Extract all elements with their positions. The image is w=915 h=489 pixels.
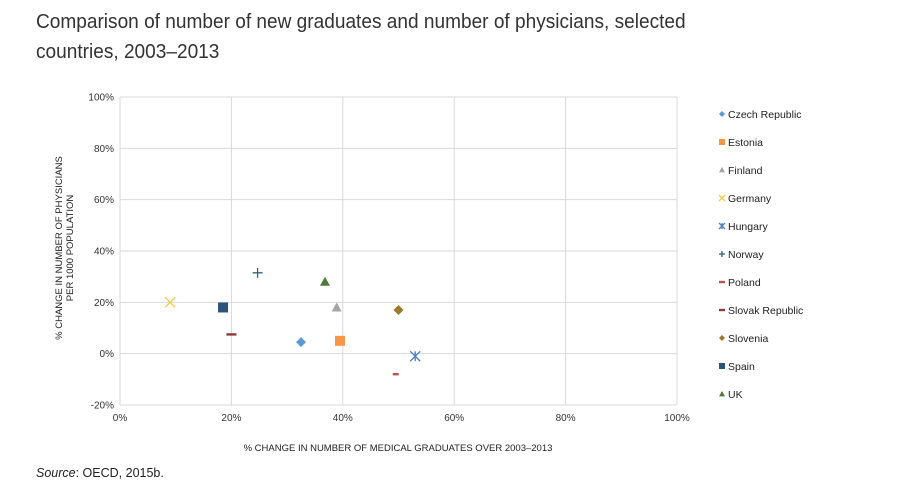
legend-label: Estonia bbox=[728, 137, 763, 149]
data-point-uk bbox=[319, 276, 330, 286]
y-axis-label: % CHANGE IN NUMBER OF PHYSICIANS PER 100… bbox=[54, 156, 76, 340]
legend-label: UK bbox=[728, 389, 743, 401]
y-tick-label: 0% bbox=[100, 349, 115, 360]
source-text: : OECD, 2015b. bbox=[75, 466, 164, 480]
source-note: Source: OECD, 2015b. bbox=[36, 466, 164, 480]
data-point-slovenia bbox=[393, 305, 404, 316]
data-point-hungary bbox=[409, 350, 421, 362]
svg-text:% CHANGE IN NUMBER OF PHYSICIA: % CHANGE IN NUMBER OF PHYSICIANS bbox=[54, 156, 65, 340]
legend-label: Slovenia bbox=[728, 333, 768, 345]
legend-label: Germany bbox=[728, 193, 772, 205]
data-point-slovak-republic bbox=[226, 333, 237, 336]
legend-marker bbox=[719, 251, 725, 257]
x-axis-label: % CHANGE IN NUMBER OF MEDICAL GRADUATES … bbox=[244, 443, 553, 454]
x-tick-labels: 0% 20% 40% 60% 80% 100% bbox=[113, 413, 690, 424]
y-tick-label: -20% bbox=[91, 401, 114, 412]
x-tick-label: 60% bbox=[444, 413, 464, 424]
page-title: Comparison of number of new graduates an… bbox=[36, 10, 686, 63]
svg-text:PER 1000 POPULATION: PER 1000 POPULATION bbox=[65, 195, 76, 302]
y-tick-label: 100% bbox=[88, 93, 114, 104]
data-point-germany bbox=[164, 296, 176, 308]
x-tick-label: 40% bbox=[333, 413, 353, 424]
legend-label: Czech Republic bbox=[728, 109, 802, 121]
chart-grid bbox=[119, 96, 678, 406]
data-point-poland bbox=[392, 373, 399, 376]
y-tick-label: 40% bbox=[94, 247, 114, 258]
x-tick-label: 0% bbox=[113, 413, 128, 424]
legend-marker bbox=[719, 391, 725, 397]
legend-label: Finland bbox=[728, 165, 763, 177]
y-tick-labels: -20% 0% 20% 40% 60% 80% 100% bbox=[88, 93, 114, 412]
legend: Czech Republic Estonia Finland Germany Hunga… bbox=[718, 109, 803, 401]
data-point-spain bbox=[218, 302, 229, 313]
x-tick-label: 80% bbox=[556, 413, 576, 424]
data-points bbox=[164, 267, 421, 376]
legend-label: Norway bbox=[728, 249, 764, 261]
legend-label: Spain bbox=[728, 361, 755, 373]
legend-marker bbox=[719, 139, 725, 145]
legend-marker bbox=[719, 111, 725, 117]
legend-marker bbox=[719, 280, 725, 284]
data-point-norway bbox=[252, 267, 263, 278]
x-tick-label: 20% bbox=[221, 413, 241, 424]
legend-label: Slovak Republic bbox=[728, 305, 803, 317]
legend-marker bbox=[718, 194, 726, 202]
legend-marker bbox=[719, 363, 725, 369]
source-label: Source bbox=[36, 466, 76, 480]
data-point-estonia bbox=[335, 335, 346, 346]
legend-marker bbox=[718, 222, 726, 230]
y-tick-label: 80% bbox=[94, 144, 114, 155]
legend-marker bbox=[719, 167, 725, 173]
legend-label: Hungary bbox=[728, 221, 768, 233]
data-point-czech-republic bbox=[296, 337, 307, 348]
x-tick-label: 100% bbox=[664, 413, 690, 424]
legend-marker bbox=[719, 308, 725, 312]
y-tick-label: 60% bbox=[94, 195, 114, 206]
legend-label: Poland bbox=[728, 277, 761, 289]
data-point-finland bbox=[331, 302, 342, 312]
y-tick-label: 20% bbox=[94, 298, 114, 309]
legend-marker bbox=[719, 335, 725, 341]
